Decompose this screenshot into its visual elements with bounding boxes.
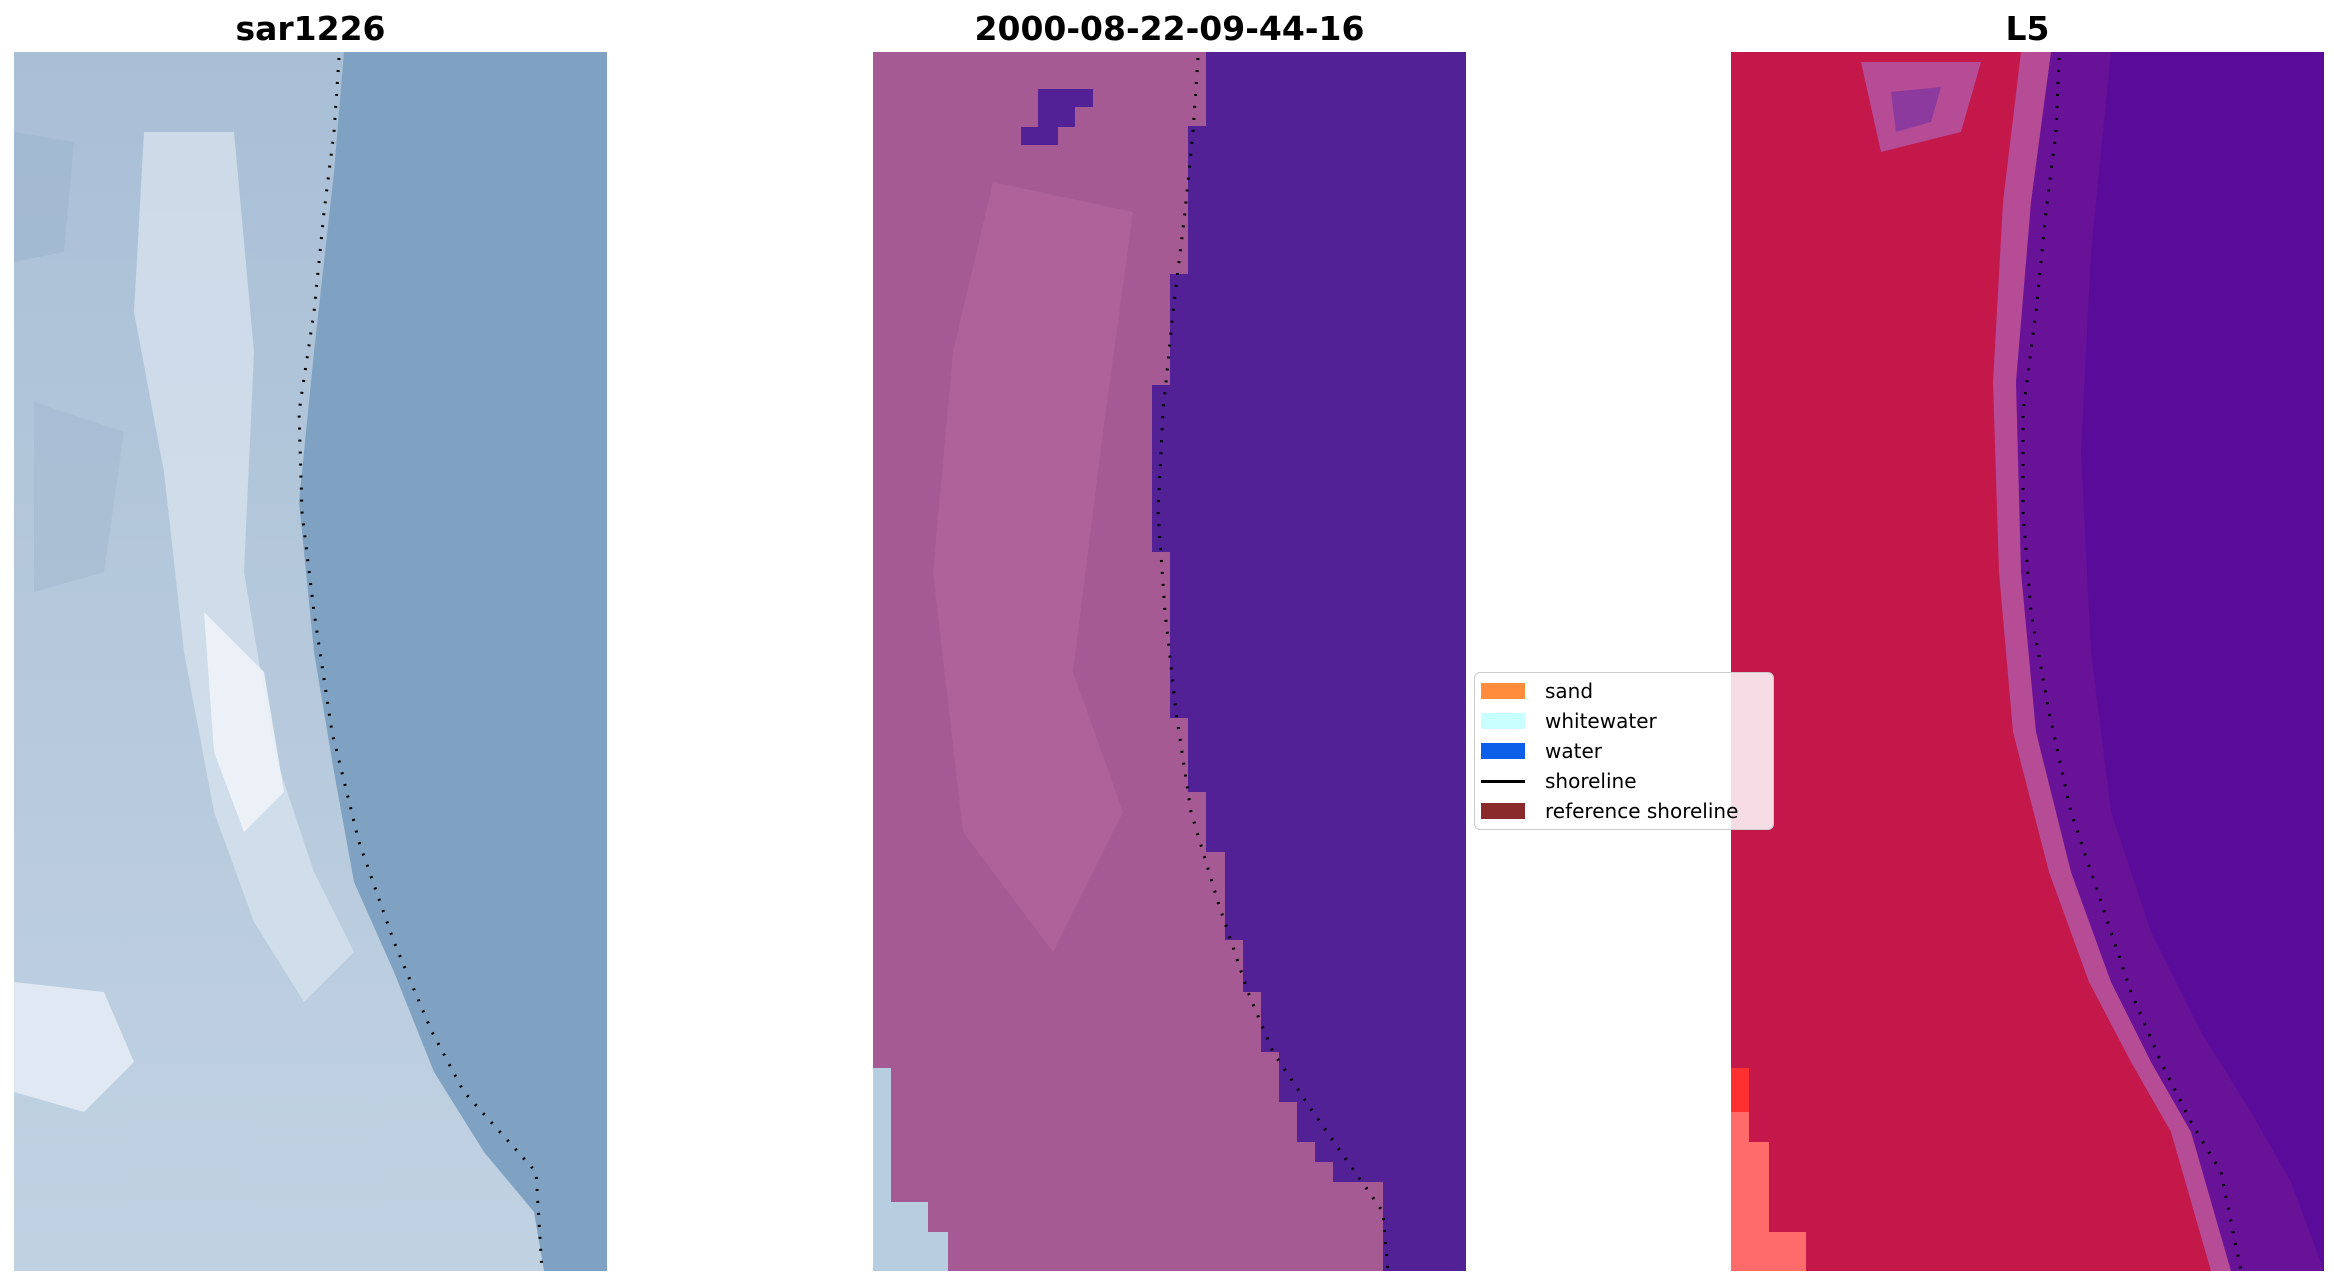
legend: sand whitewater water shoreline referenc… xyxy=(1474,672,1774,830)
legend-label: water xyxy=(1545,739,1602,763)
shoreline-classified xyxy=(1156,57,1390,1271)
index-image xyxy=(1731,52,2324,1271)
legend-label: sand xyxy=(1545,679,1594,703)
sand-swatch xyxy=(1481,683,1525,699)
legend-label: whitewater xyxy=(1545,709,1657,733)
panel-title-classified: 2000-08-22-09-44-16 xyxy=(974,9,1365,48)
legend-item-sand: sand xyxy=(1481,676,1593,706)
water-swatch xyxy=(1481,743,1525,759)
whitewater-swatch xyxy=(1481,713,1525,729)
legend-item-reference-shoreline: reference shoreline xyxy=(1481,796,1738,826)
panel-title-rgb: sar1226 xyxy=(235,9,386,48)
reference-shoreline-swatch xyxy=(1481,803,1525,819)
classified-image xyxy=(873,52,1466,1271)
legend-item-whitewater: whitewater xyxy=(1481,706,1657,736)
legend-label: reference shoreline xyxy=(1545,799,1739,823)
index-image-panel xyxy=(1731,52,2324,1271)
rgb-image xyxy=(14,52,607,1271)
legend-item-shoreline: shoreline xyxy=(1481,766,1637,796)
rgb-image-panel xyxy=(14,52,607,1271)
shoreline-line-swatch xyxy=(1481,779,1525,783)
classified-image-panel xyxy=(873,52,1466,1271)
legend-label: shoreline xyxy=(1545,769,1637,793)
panel-title-ndwi: L5 xyxy=(2005,9,2050,48)
legend-item-water: water xyxy=(1481,736,1602,766)
